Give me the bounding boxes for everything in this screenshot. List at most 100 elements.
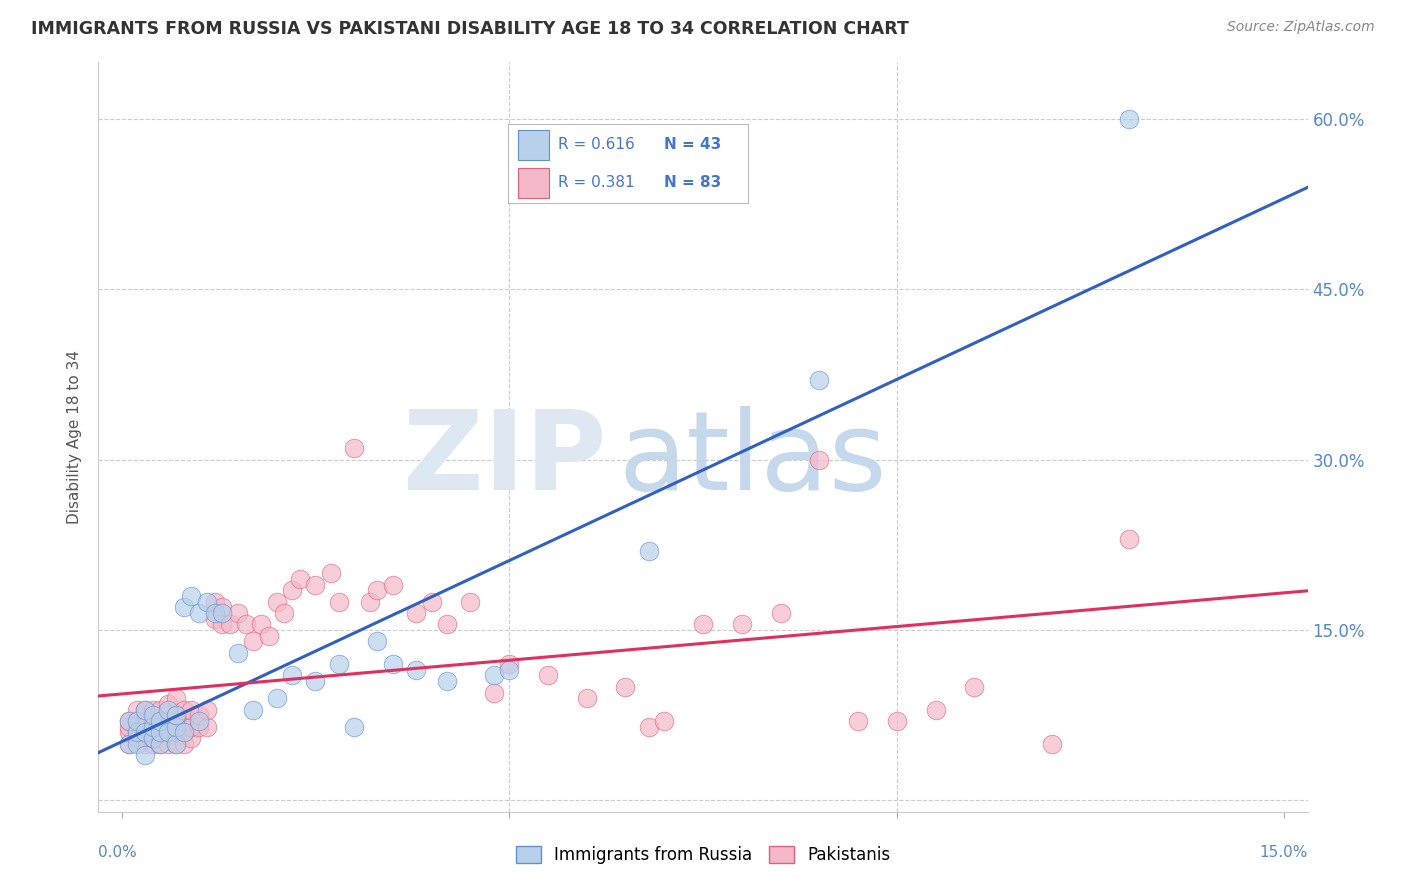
Point — [188, 708, 211, 723]
Point — [963, 680, 986, 694]
Point — [142, 702, 165, 716]
Point — [173, 725, 195, 739]
Point — [149, 702, 172, 716]
Point — [195, 595, 218, 609]
Point — [157, 702, 180, 716]
FancyBboxPatch shape — [517, 129, 548, 160]
FancyBboxPatch shape — [517, 168, 548, 198]
Point — [127, 731, 149, 745]
Point — [537, 668, 560, 682]
Point — [250, 617, 273, 632]
Point — [731, 617, 754, 632]
Point — [436, 617, 458, 632]
Point — [304, 674, 326, 689]
Point — [134, 747, 156, 762]
Point — [1118, 112, 1140, 127]
Text: Source: ZipAtlas.com: Source: ZipAtlas.com — [1227, 20, 1375, 34]
Point — [134, 702, 156, 716]
Point — [211, 600, 233, 615]
Point — [211, 606, 233, 620]
Point — [134, 737, 156, 751]
Point — [118, 725, 141, 739]
Text: N = 83: N = 83 — [664, 175, 721, 190]
Point — [173, 702, 195, 716]
Point — [127, 737, 149, 751]
Point — [460, 595, 482, 609]
Legend: Immigrants from Russia, Pakistanis: Immigrants from Russia, Pakistanis — [509, 839, 897, 871]
Text: N = 43: N = 43 — [664, 137, 721, 153]
Point — [381, 577, 404, 591]
Point — [165, 714, 187, 728]
Point — [266, 595, 288, 609]
Point — [118, 720, 141, 734]
Point — [188, 714, 211, 728]
Point — [149, 725, 172, 739]
Point — [118, 714, 141, 728]
Text: IMMIGRANTS FROM RUSSIA VS PAKISTANI DISABILITY AGE 18 TO 34 CORRELATION CHART: IMMIGRANTS FROM RUSSIA VS PAKISTANI DISA… — [31, 20, 908, 37]
Point — [134, 714, 156, 728]
Point — [180, 731, 202, 745]
Point — [242, 702, 264, 716]
Point — [304, 577, 326, 591]
Point — [149, 714, 172, 728]
Point — [134, 725, 156, 739]
Point — [188, 720, 211, 734]
Point — [118, 737, 141, 751]
Point — [343, 720, 366, 734]
Point — [436, 674, 458, 689]
Point — [498, 663, 520, 677]
Point — [180, 702, 202, 716]
Point — [769, 606, 792, 620]
Point — [165, 720, 187, 734]
Point — [157, 725, 180, 739]
Point — [692, 617, 714, 632]
Point — [420, 595, 443, 609]
Point — [180, 589, 202, 603]
Text: ZIP: ZIP — [404, 406, 606, 513]
Point — [165, 691, 187, 706]
Text: atlas: atlas — [619, 406, 887, 513]
Point — [808, 373, 831, 387]
Point — [142, 731, 165, 745]
Point — [366, 634, 388, 648]
Point — [142, 708, 165, 723]
Point — [149, 720, 172, 734]
Point — [328, 595, 350, 609]
Point — [343, 442, 366, 456]
Point — [211, 617, 233, 632]
Point — [180, 720, 202, 734]
Point — [204, 612, 226, 626]
Point — [846, 714, 869, 728]
Point — [1040, 737, 1063, 751]
Point — [127, 714, 149, 728]
Text: R = 0.381: R = 0.381 — [558, 175, 636, 190]
Text: 0.0%: 0.0% — [98, 845, 138, 860]
Point — [924, 702, 946, 716]
Point — [165, 737, 187, 751]
Point — [157, 725, 180, 739]
Point — [127, 714, 149, 728]
Point — [652, 714, 675, 728]
Point — [498, 657, 520, 672]
Point — [381, 657, 404, 672]
Point — [204, 595, 226, 609]
Point — [288, 572, 311, 586]
Point — [157, 697, 180, 711]
Point — [195, 702, 218, 716]
Point — [195, 720, 218, 734]
Point — [266, 691, 288, 706]
Point — [366, 583, 388, 598]
Point — [165, 708, 187, 723]
Point — [149, 737, 172, 751]
Point — [134, 731, 156, 745]
Point — [157, 714, 180, 728]
Point — [637, 720, 659, 734]
Point — [1118, 533, 1140, 547]
Point — [142, 714, 165, 728]
Point — [405, 606, 427, 620]
Point — [235, 617, 257, 632]
Point — [127, 725, 149, 739]
Point — [242, 634, 264, 648]
Point — [219, 617, 242, 632]
Point — [482, 685, 505, 699]
